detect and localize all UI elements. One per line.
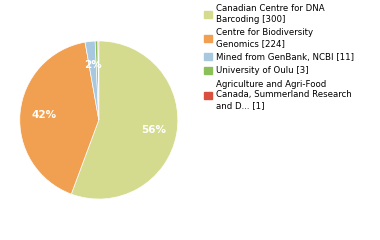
Legend: Canadian Centre for DNA
Barcoding [300], Centre for Biodiversity
Genomics [224],: Canadian Centre for DNA Barcoding [300],… (204, 4, 354, 110)
Wedge shape (98, 41, 99, 120)
Wedge shape (95, 41, 99, 120)
Text: 42%: 42% (31, 110, 56, 120)
Wedge shape (20, 42, 99, 194)
Wedge shape (85, 41, 99, 120)
Text: 56%: 56% (141, 125, 166, 135)
Text: 2%: 2% (84, 60, 101, 70)
Wedge shape (71, 41, 178, 199)
